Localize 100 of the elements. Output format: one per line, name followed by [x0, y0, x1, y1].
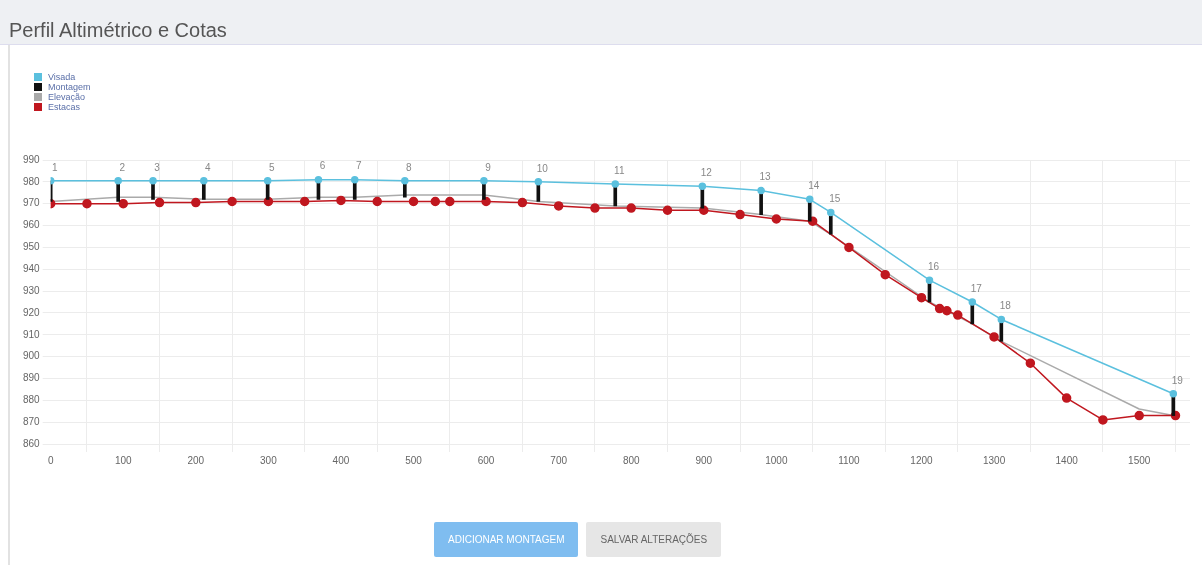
- point: [263, 177, 272, 185]
- point: [517, 197, 528, 208]
- y-tick-label: 860: [23, 437, 41, 449]
- annotation: 10: [536, 162, 549, 174]
- annotation: 12: [700, 166, 713, 178]
- x-tick-label: 700: [550, 454, 568, 466]
- annotation: 19: [1171, 374, 1184, 386]
- annotation: 8: [406, 161, 413, 173]
- point: [114, 177, 122, 185]
- point: [662, 205, 673, 215]
- x-tick-label: 1400: [1055, 454, 1079, 466]
- point: [880, 269, 890, 280]
- point: [942, 305, 952, 316]
- point: [698, 182, 707, 190]
- chart-title: Perfil Altimétrico e Cotas: [9, 19, 227, 42]
- annotation: 9: [485, 161, 492, 173]
- y-tick-label: 910: [23, 328, 41, 340]
- annotation: 7: [355, 160, 362, 172]
- point: [1134, 410, 1144, 421]
- point: [408, 196, 419, 207]
- y-tick-label: 900: [23, 350, 41, 362]
- point: [590, 203, 600, 213]
- point: [953, 310, 963, 320]
- legend-label: Visada: [48, 72, 76, 82]
- point: [1025, 358, 1036, 368]
- annotation: 14: [808, 180, 820, 192]
- point: [626, 203, 636, 213]
- annotation: 11: [614, 164, 625, 176]
- point: [336, 195, 346, 206]
- point: [191, 197, 201, 208]
- y-tick-label: 950: [23, 241, 41, 253]
- x-tick-label: 200: [187, 454, 205, 466]
- point: [350, 175, 359, 184]
- y-tick-label: 890: [23, 372, 41, 384]
- point: [916, 292, 927, 303]
- x-tick-label: 100: [114, 454, 133, 466]
- point: [934, 303, 945, 314]
- annotation: 16: [927, 260, 940, 272]
- annotation: 15: [829, 193, 841, 205]
- x-tick-label: 1000: [765, 454, 788, 466]
- point: [735, 209, 745, 220]
- point: [118, 198, 128, 209]
- point: [1098, 415, 1108, 425]
- point: [968, 298, 977, 306]
- y-tick-label: 920: [23, 306, 41, 318]
- x-tick-label: 1100: [838, 454, 861, 466]
- point: [1169, 390, 1178, 398]
- point: [372, 196, 382, 207]
- point: [314, 175, 323, 184]
- point: [925, 276, 934, 284]
- point: [997, 315, 1006, 324]
- y-tick-label: 880: [23, 394, 41, 406]
- x-tick-label: 400: [332, 454, 350, 466]
- annotation: 13: [759, 171, 772, 183]
- annotation: 5: [268, 161, 275, 173]
- x-tick-label: 1300: [982, 454, 1006, 466]
- point: [401, 177, 409, 185]
- y-tick-label: 960: [23, 219, 41, 231]
- point: [480, 177, 488, 185]
- point: [200, 177, 208, 185]
- point: [154, 197, 165, 208]
- point: [844, 242, 854, 253]
- legend-label: Estacas: [48, 102, 81, 112]
- point: [771, 214, 782, 224]
- y-tick-label: 990: [23, 153, 41, 165]
- x-tick-label: 1200: [910, 454, 934, 466]
- x-tick-label: 500: [405, 454, 423, 466]
- point: [989, 332, 999, 342]
- text: ADICIONAR MONTAGEM: [434, 522, 579, 557]
- text: SALVAR ALTERAÇÕES: [586, 522, 722, 557]
- legend-label: Elevação: [48, 92, 86, 102]
- annotation: 1: [51, 161, 58, 173]
- point: [430, 196, 441, 207]
- annotation: 3: [154, 161, 161, 173]
- x-tick-label: 0: [47, 454, 54, 466]
- point: [149, 177, 157, 185]
- y-tick-label: 870: [23, 415, 41, 427]
- point: [534, 178, 543, 186]
- point: [227, 196, 237, 207]
- y-tick-label: 970: [23, 197, 41, 209]
- annotation: 18: [999, 300, 1012, 312]
- x-tick-label: 900: [695, 454, 713, 466]
- x-tick-label: 1500: [1128, 454, 1151, 466]
- x-tick-label: 600: [477, 454, 495, 466]
- point: [827, 208, 835, 217]
- y-tick-label: 940: [23, 262, 41, 274]
- annotation: 4: [205, 161, 212, 173]
- point: [805, 195, 814, 204]
- x-tick-label: 800: [622, 454, 641, 466]
- point: [757, 186, 765, 195]
- legend-label: Montagem: [48, 82, 91, 92]
- point: [611, 180, 620, 188]
- annotation: 2: [119, 161, 126, 173]
- y-tick-label: 980: [23, 175, 41, 187]
- point: [553, 201, 564, 211]
- point: [82, 198, 92, 209]
- annotation: 6: [319, 160, 326, 172]
- point: [1061, 393, 1072, 403]
- annotation: 17: [970, 282, 983, 294]
- point: [299, 196, 310, 207]
